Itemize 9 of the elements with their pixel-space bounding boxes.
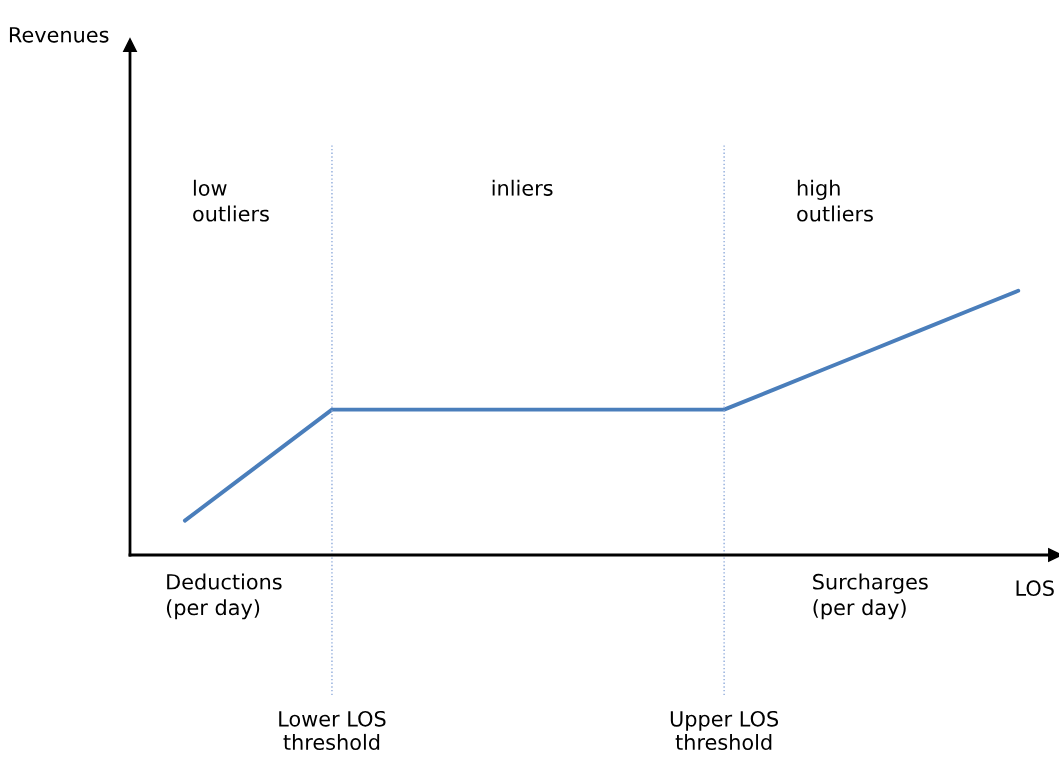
text: inliers <box>492 179 553 196</box>
text: Surcharges (per day) <box>813 573 928 620</box>
text: Deductions (per day) <box>166 573 282 620</box>
x-tick-label: Lower LOS threshold <box>279 710 386 751</box>
text: Revenues <box>9 27 109 43</box>
text: low outliers <box>193 179 269 222</box>
text: high outliers <box>797 179 873 222</box>
x-tick-label: Upper LOS threshold <box>670 710 779 751</box>
x-axis-title: LOS <box>1016 580 1054 597</box>
